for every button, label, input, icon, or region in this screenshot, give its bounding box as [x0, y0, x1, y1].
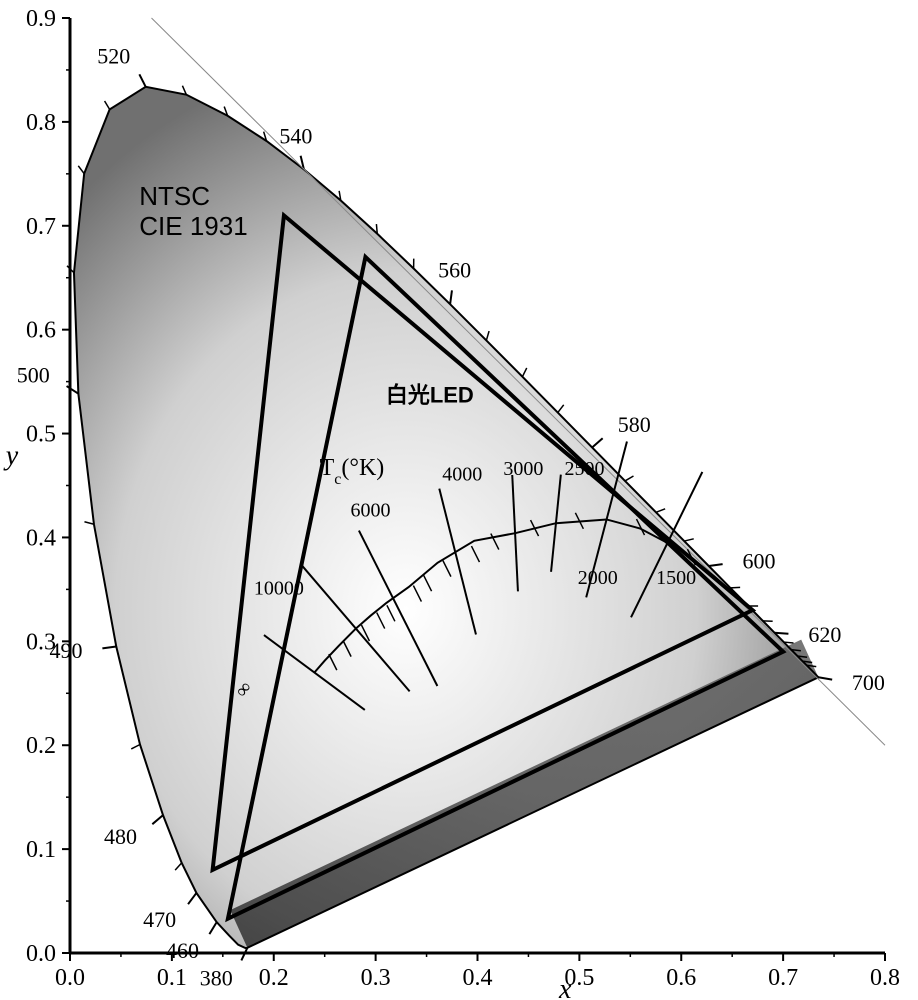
x-tick-label: 0.1 — [157, 965, 187, 991]
wavelength-tick — [709, 564, 723, 566]
wavelength-minor-tick — [522, 368, 526, 377]
wavelength-label: 700 — [852, 670, 885, 695]
wavelength-label: 540 — [279, 123, 312, 148]
y-axis-label: y — [3, 441, 19, 472]
wavelength-minor-tick — [131, 744, 140, 748]
x-tick-label: 0.2 — [259, 965, 289, 991]
wavelength-tick — [818, 677, 832, 679]
wavelength-minor-tick — [784, 642, 794, 643]
wavelength-tick — [67, 386, 79, 394]
wavelength-tick — [102, 647, 116, 649]
x-tick-label: 0.8 — [870, 965, 900, 991]
isotherm-label: 2000 — [578, 567, 618, 589]
isotherm-label: 4000 — [442, 463, 482, 485]
white-led-label: 白光LED — [386, 382, 474, 407]
ntsc-label: NTSC — [139, 181, 210, 211]
y-tick-label: 0.2 — [26, 733, 56, 759]
isotherm-label: 2500 — [564, 458, 604, 480]
y-tick-label: 0.4 — [26, 525, 56, 551]
y-tick-label: 0.9 — [26, 6, 56, 32]
cie-chromaticity-chart: 380460470480490500520540560580600620700N… — [0, 0, 918, 1000]
wavelength-label: 500 — [17, 362, 50, 387]
y-tick-label: 0.8 — [26, 110, 56, 136]
wavelength-tick — [450, 290, 452, 304]
wavelength-minor-tick — [175, 863, 182, 870]
y-tick-label: 0.5 — [26, 422, 56, 448]
wavelength-minor-tick — [376, 224, 377, 234]
wavelength-minor-tick — [625, 476, 633, 481]
wavelength-label: 580 — [618, 412, 651, 437]
wavelength-minor-tick — [105, 101, 110, 109]
wavelength-label: 560 — [438, 258, 471, 283]
x-tick-label: 0.4 — [463, 965, 493, 991]
x-axis-label: x — [558, 974, 572, 1000]
x-tick-label: 0.6 — [666, 965, 696, 991]
ntsc-label: CIE 1931 — [139, 211, 247, 241]
wavelength-minor-tick — [558, 405, 564, 413]
isotherm-label: 1500 — [656, 567, 696, 589]
y-tick-label: 0.7 — [26, 214, 56, 240]
wavelength-label: 470 — [143, 907, 176, 932]
wavelength-tick — [152, 815, 163, 824]
wavelength-minor-tick — [78, 166, 84, 174]
wavelength-tick — [209, 922, 216, 934]
wavelength-minor-tick — [684, 539, 694, 541]
y-tick-label: 0.0 — [26, 941, 56, 967]
wavelength-tick — [592, 438, 603, 447]
x-tick-label: 0.7 — [768, 965, 798, 991]
wavelength-minor-tick — [730, 587, 740, 588]
wavelength-label: 620 — [808, 622, 841, 647]
wavelength-label: 600 — [742, 548, 775, 573]
wavelength-label: 480 — [104, 824, 137, 849]
wavelength-minor-tick — [84, 522, 93, 524]
wavelength-label: 520 — [97, 43, 130, 68]
wavelength-tick — [188, 893, 196, 904]
isotherm-label: 10000 — [254, 578, 304, 600]
wavelength-minor-tick — [486, 331, 489, 340]
y-tick-label: 0.3 — [26, 629, 56, 655]
wavelength-tick — [774, 633, 788, 634]
x-tick-label: 0.0 — [55, 965, 85, 991]
y-tick-label: 0.6 — [26, 318, 56, 344]
wavelength-label: 380 — [200, 966, 233, 991]
wavelength-minor-tick — [656, 509, 665, 513]
isotherm-label: 3000 — [503, 458, 543, 480]
y-tick-label: 0.1 — [26, 837, 56, 863]
isotherm-label: 6000 — [351, 500, 391, 522]
x-tick-label: 0.3 — [361, 965, 391, 991]
wavelength-tick — [139, 74, 145, 86]
